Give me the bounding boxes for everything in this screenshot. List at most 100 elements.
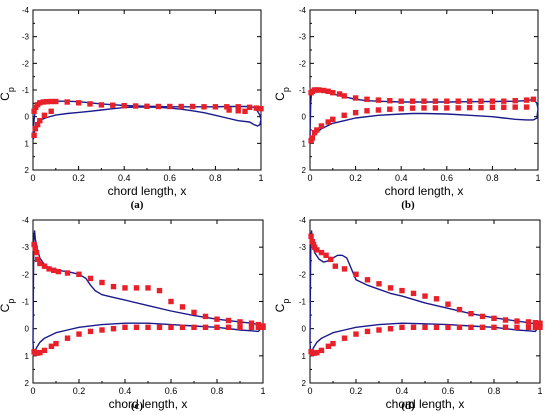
data-point-c — [179, 304, 186, 310]
data-point-d — [330, 340, 336, 347]
data-point-d — [376, 327, 382, 333]
data-point-a — [44, 99, 50, 105]
data-point-d — [456, 324, 463, 330]
data-point-c — [87, 328, 94, 335]
y-tick-label-a: -3 — [22, 33, 30, 42]
data-point-d — [456, 306, 463, 313]
x-tick-label-c: 1 — [260, 386, 265, 396]
y-tick-label-b: 0 — [302, 113, 307, 122]
data-point-a — [110, 102, 116, 108]
x-axis-label-b: chord length, x — [385, 184, 464, 198]
data-point-d — [387, 285, 394, 291]
data-point-c — [133, 324, 140, 330]
y-tick-label-d: -1 — [299, 298, 307, 307]
data-point-c — [202, 324, 209, 330]
y-tick-label-a: 1 — [25, 139, 30, 148]
data-point-d — [353, 271, 359, 277]
data-point-d — [433, 324, 440, 330]
y-tick-label-d: -2 — [299, 270, 307, 279]
data-point-c — [32, 245, 38, 252]
data-point-a — [32, 126, 38, 132]
data-point-c — [37, 349, 43, 356]
data-point-b — [489, 98, 496, 104]
data-point-c — [133, 285, 140, 291]
data-point-d — [445, 301, 451, 307]
data-point-c — [33, 249, 40, 256]
data-point-d — [491, 324, 497, 330]
data-point-b — [387, 106, 393, 112]
y-tick-label-c: -3 — [22, 243, 30, 252]
data-point-d — [318, 249, 325, 256]
data-point-b — [398, 98, 404, 104]
data-point-a — [48, 98, 54, 105]
data-point-a — [178, 103, 184, 110]
data-point-a — [242, 108, 248, 114]
data-point-b — [512, 104, 518, 110]
x-tick-label-d: 0.2 — [350, 386, 363, 396]
chart-panel-c: 0 0.2 0.4 0.6 0.8 1 -4 -3 -2 -1 0 1 2 chord length, x… — [0, 210, 275, 415]
data-point-a — [189, 103, 196, 110]
data-point-c — [76, 331, 82, 337]
data-point-c — [255, 324, 262, 330]
data-point-c — [37, 260, 43, 267]
data-point-b — [309, 135, 315, 141]
x-axis-label-a: chord length, x — [108, 184, 187, 198]
data-point-d — [445, 324, 451, 330]
data-point-d — [433, 296, 440, 302]
data-point-d — [376, 281, 382, 287]
data-point-c — [64, 335, 71, 341]
plot-frame-b — [309, 9, 539, 171]
data-point-a — [201, 104, 207, 110]
data-point-c — [179, 324, 186, 330]
data-point-a — [155, 103, 162, 110]
data-point-b — [432, 98, 439, 104]
x-tick-label-b: 0.4 — [395, 173, 408, 183]
data-point-d — [311, 244, 318, 250]
x-tick-label-c: 0 — [30, 386, 35, 396]
data-point-a — [40, 99, 46, 105]
y-axis-label-b: Cp — [273, 87, 291, 101]
data-point-c — [156, 324, 163, 330]
data-point-c — [34, 256, 41, 263]
data-point-a — [31, 108, 37, 114]
data-point-a — [246, 104, 253, 110]
data-point-a — [224, 104, 230, 110]
data-point-d — [514, 324, 520, 330]
data-point-d — [532, 320, 539, 326]
data-point-b — [387, 98, 393, 104]
data-point-d — [318, 347, 325, 354]
data-point-b — [375, 97, 382, 103]
data-point-d — [323, 252, 329, 258]
x-tick-label-b: 0.2 — [349, 173, 362, 183]
y-tick-label-b: -3 — [299, 33, 307, 42]
x-tick-label-d: 0.8 — [488, 386, 501, 396]
data-point-d — [341, 335, 348, 341]
data-point-c — [225, 324, 232, 330]
data-point-b — [330, 90, 336, 96]
data-point-c — [41, 347, 48, 354]
data-point-b — [341, 93, 347, 99]
x-tick-label-d: 0 — [307, 386, 312, 396]
cp-curve-line-c — [32, 230, 264, 354]
chart-svg-d: 0 0.2 0.4 0.6 0.8 1 -4 -3 -2 -1 0 1 2 chord length, x… — [273, 216, 543, 411]
data-point-d — [422, 324, 428, 330]
y-tick-label-a: 2 — [25, 166, 30, 175]
data-point-d — [399, 324, 405, 330]
data-point-a — [235, 104, 241, 110]
data-point-a — [212, 104, 219, 110]
data-point-c — [31, 241, 37, 248]
data-point-d — [399, 287, 405, 294]
y-axis-label-subscript-a: p — [6, 87, 16, 92]
data-point-a — [144, 103, 150, 109]
data-point-d — [410, 290, 417, 297]
data-point-b — [325, 119, 331, 125]
data-point-b — [523, 104, 530, 110]
data-point-c — [99, 327, 105, 333]
x-tick-label-b: 0.6 — [441, 173, 454, 183]
data-point-d — [328, 256, 334, 263]
data-point-a — [64, 99, 70, 105]
x-tick-label-c: 0.6 — [165, 386, 178, 396]
caption-d: (d) — [401, 400, 415, 412]
data-point-d — [387, 326, 394, 332]
data-point-b — [432, 105, 439, 111]
